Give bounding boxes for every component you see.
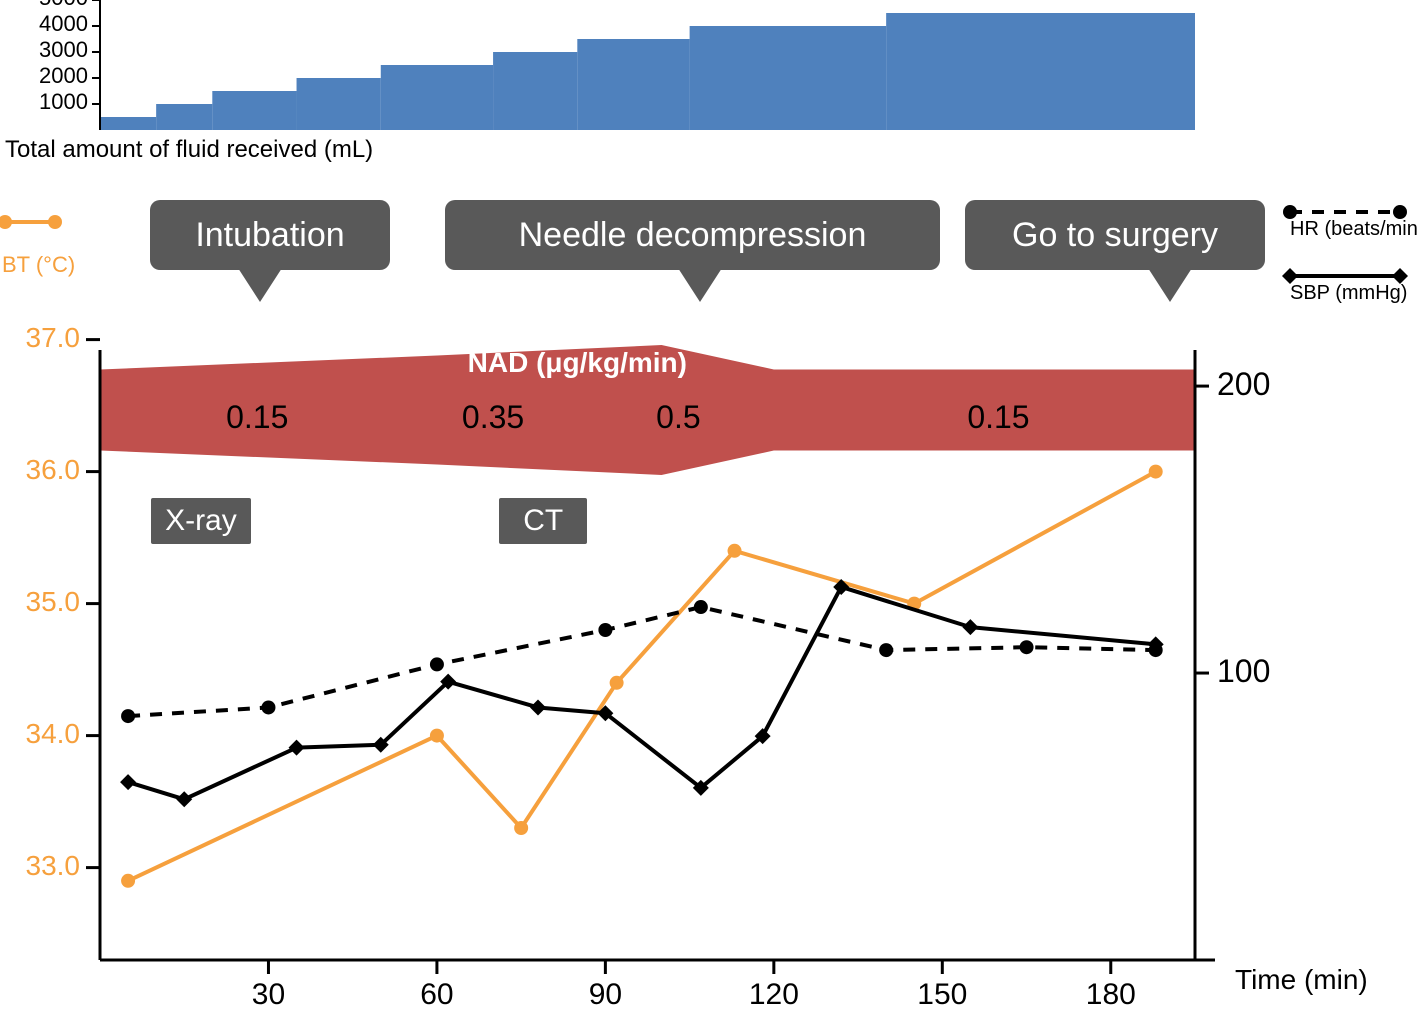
right-ytick-200: 200 [1217,366,1270,403]
right-ytick-100: 100 [1217,653,1270,690]
fluid-ytick-1000: 1000 [39,89,88,115]
imaging-box-xray: X-ray [151,498,251,544]
legend-sbp-label: SBP (mmHg) [1290,282,1407,305]
xtick-180: 180 [1086,978,1136,1012]
bt-ytick-37: 37.0 [26,322,81,354]
bt-ytick-33: 33.0 [26,850,81,882]
xtick-150: 150 [917,978,967,1012]
bt-ytick-35: 35.0 [26,586,81,618]
xtick-60: 60 [412,978,462,1012]
xtick-30: 30 [243,978,293,1012]
legend-hr [1283,205,1407,219]
bt-ytick-36: 36.0 [26,454,81,486]
fluid-ytick-2000: 2000 [39,63,88,89]
event-callout-1: Needle decompression [445,200,940,270]
imaging-box-ct: CT [499,498,587,544]
fluid-ytick-5000: 5000 [39,0,88,11]
fluid-ytick-4000: 4000 [39,11,88,37]
nad-value-1: 0.35 [462,399,524,435]
event-callout-2: Go to surgery [965,200,1265,270]
bt-series [121,465,1163,888]
sbp-series [120,579,1164,807]
nad-value-3: 0.15 [967,399,1029,435]
nad-value-0: 0.15 [226,399,288,435]
xtick-90: 90 [580,978,630,1012]
legend-hr-label: HR (beats/min) [1290,218,1418,241]
fluid-ytick-3000: 3000 [39,37,88,63]
x-axis-label: Time (min) [1235,964,1368,996]
fluid-chart-title: Total amount of fluid received (mL) [5,136,373,164]
xtick-120: 120 [749,978,799,1012]
legend-bt-label: BT (°C) [2,252,75,278]
nad-title: NAD (μg/kg/min) [468,347,687,378]
event-callout-tail-1 [678,268,722,302]
event-callout-tail-2 [1148,268,1192,302]
event-callout-tail-0 [238,268,282,302]
legend-bt [0,215,62,229]
event-callout-0: Intubation [150,200,390,270]
nad-value-2: 0.5 [656,399,700,435]
fluid-area-chart [92,0,1195,130]
hr-series [121,600,1163,723]
bt-ytick-34: 34.0 [26,718,81,750]
